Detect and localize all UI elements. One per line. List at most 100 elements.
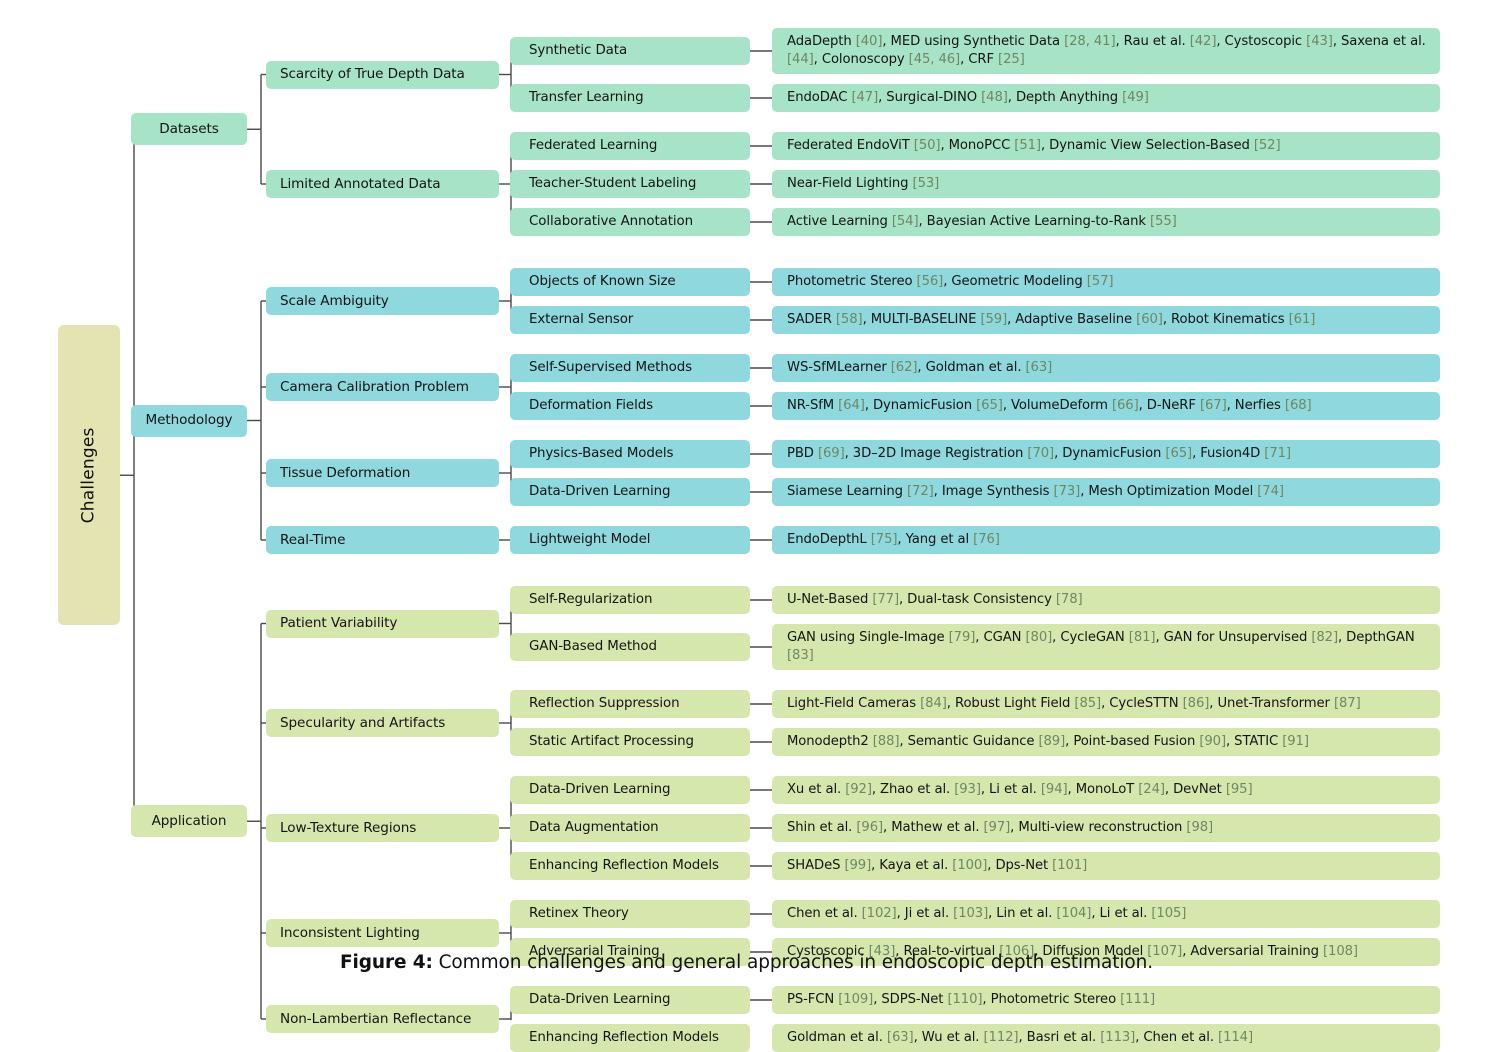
content-box[interactable]: EndoDepthL [75], Yang et al [76] xyxy=(772,526,1440,554)
citation-reference: [43] xyxy=(868,944,896,960)
citation-reference: [42] xyxy=(1189,34,1217,50)
subcategory-box[interactable]: Teacher-Student Labeling xyxy=(510,170,750,198)
category-box[interactable]: Inconsistent Lighting xyxy=(266,919,499,947)
content-text: EndoDAC [47], Surgical-DINO [48], Depth … xyxy=(787,90,1149,106)
subcategory-box[interactable]: Enhancing Reflection Models xyxy=(510,852,750,880)
content-box[interactable]: Shin et al. [96], Mathew et al. [97], Mu… xyxy=(772,814,1440,842)
content-text: Chen et al. [102], Ji et al. [103], Lin … xyxy=(787,906,1187,922)
citation-reference: [89] xyxy=(1038,734,1066,750)
category-box[interactable]: Non-Lambertian Reflectance xyxy=(266,1005,499,1033)
content-box[interactable]: EndoDAC [47], Surgical-DINO [48], Depth … xyxy=(772,84,1440,112)
subcategory-box[interactable]: Self-Supervised Methods xyxy=(510,354,750,382)
content-box[interactable]: Photometric Stereo [56], Geometric Model… xyxy=(772,268,1440,296)
subcategory-box[interactable]: Collaborative Annotation xyxy=(510,208,750,236)
citation-reference: [61] xyxy=(1288,312,1316,328)
category-box[interactable]: Camera Calibration Problem xyxy=(266,373,499,401)
subcategory-box[interactable]: Lightweight Model xyxy=(510,526,750,554)
citation-reference: [76] xyxy=(973,532,1000,548)
citation-reference: [62] xyxy=(890,360,918,376)
subcategory-box[interactable]: Data-Driven Learning xyxy=(510,986,750,1014)
content-box[interactable]: PBD [69], 3D–2D Image Registration [70],… xyxy=(772,440,1440,468)
category-box[interactable]: Limited Annotated Data xyxy=(266,170,499,198)
subcategory-box[interactable]: Static Artifact Processing xyxy=(510,728,750,756)
citation-reference: [64] xyxy=(838,398,865,414)
content-box[interactable]: WS-SfMLearner [62], Goldman et al. [63] xyxy=(772,354,1440,382)
subcategory-box[interactable]: Data-Driven Learning xyxy=(510,478,750,506)
subcategory-box[interactable]: GAN-Based Method xyxy=(510,633,750,661)
subcategory-label: Physics-Based Models xyxy=(529,446,674,462)
citation-reference: [58] xyxy=(835,312,863,328)
subcategory-box[interactable]: Physics-Based Models xyxy=(510,440,750,468)
citation-reference: [55] xyxy=(1149,214,1177,230)
content-box[interactable]: Active Learning [54], Bayesian Active Le… xyxy=(772,208,1440,236)
content-text: Federated EndoViT [50], MonoPCC [51], Dy… xyxy=(787,138,1281,154)
subcategory-label: Adversarial Training xyxy=(529,944,660,960)
content-box[interactable]: PS-FCN [109], SDPS-Net [110], Photometri… xyxy=(772,986,1440,1014)
citation-reference: [97] xyxy=(983,820,1011,836)
category-box[interactable]: Specularity and Artifacts xyxy=(266,709,499,737)
citation-reference: [43] xyxy=(1306,34,1333,50)
branch-box-application[interactable]: Application xyxy=(131,805,247,838)
citation-reference: [40] xyxy=(855,34,883,50)
category-box[interactable]: Low-Texture Regions xyxy=(266,814,499,842)
subcategory-label: Self-Regularization xyxy=(529,592,653,608)
subcategory-box[interactable]: Data-Driven Learning xyxy=(510,776,750,804)
subcategory-label: Data-Driven Learning xyxy=(529,484,671,500)
citation-reference: [103] xyxy=(953,906,989,922)
content-box[interactable]: Light-Field Cameras [84], Robust Light F… xyxy=(772,690,1440,718)
category-box[interactable]: Real-Time xyxy=(266,526,499,554)
category-box[interactable]: Tissue Deformation xyxy=(266,459,499,487)
content-box[interactable]: SHADeS [99], Kaya et al. [100], Dps-Net … xyxy=(772,852,1440,880)
citation-reference: [45, 46] xyxy=(908,52,961,67)
citation-reference: [108] xyxy=(1323,944,1358,960)
root-box[interactable]: Challenges xyxy=(58,325,120,626)
branch-box-datasets[interactable]: Datasets xyxy=(131,113,247,146)
citation-reference: [93] xyxy=(954,782,981,798)
subcategory-label: Enhancing Reflection Models xyxy=(529,858,719,874)
subcategory-box[interactable]: Enhancing Reflection Models xyxy=(510,1024,750,1052)
subcategory-box[interactable]: Data Augmentation xyxy=(510,814,750,842)
subcategory-box[interactable]: Federated Learning xyxy=(510,132,750,160)
citation-reference: [63] xyxy=(886,1030,914,1046)
citation-reference: [54] xyxy=(891,214,919,230)
category-label: Specularity and Artifacts xyxy=(280,714,446,731)
content-box[interactable]: U-Net-Based [77], Dual-task Consistency … xyxy=(772,586,1440,614)
category-box[interactable]: Patient Variability xyxy=(266,609,499,638)
citation-reference: [87] xyxy=(1333,696,1361,712)
content-box[interactable]: Goldman et al. [63], Wu et al. [112], Ba… xyxy=(772,1024,1440,1052)
content-box[interactable]: Chen et al. [102], Ji et al. [103], Lin … xyxy=(772,900,1440,928)
subcategory-box[interactable]: Objects of Known Size xyxy=(510,268,750,296)
content-text: Monodepth2 [88], Semantic Guidance [89],… xyxy=(787,734,1309,750)
citation-reference: [75] xyxy=(870,532,898,548)
citation-reference: [72] xyxy=(907,484,934,500)
subcategory-box[interactable]: Retinex Theory xyxy=(510,900,750,928)
citation-reference: [111] xyxy=(1120,992,1156,1008)
root-label: Challenges xyxy=(78,427,99,524)
content-box[interactable]: Near-Field Lighting [53] xyxy=(772,170,1440,198)
subcategory-box[interactable]: Reflection Suppression xyxy=(510,690,750,718)
subcategory-box[interactable]: Adversarial Training xyxy=(510,938,750,966)
citation-reference: [96] xyxy=(856,820,884,836)
content-text: SADER [58], MULTI-BASELINE [59], Adaptiv… xyxy=(787,312,1316,328)
content-box[interactable]: Federated EndoViT [50], MonoPCC [51], Dy… xyxy=(772,132,1440,160)
category-box[interactable]: Scale Ambiguity xyxy=(266,287,499,315)
content-box[interactable]: Cystoscopic [43], Real-to-virtual [106],… xyxy=(772,938,1440,966)
citation-reference: [83] xyxy=(787,648,814,663)
content-box[interactable]: Monodepth2 [88], Semantic Guidance [89],… xyxy=(772,728,1440,756)
subcategory-box[interactable]: Transfer Learning xyxy=(510,84,750,112)
subcategory-box[interactable]: Deformation Fields xyxy=(510,392,750,420)
branch-box-methodology[interactable]: Methodology xyxy=(131,404,247,437)
content-box[interactable]: AdaDepth [40], MED using Synthetic Data … xyxy=(772,28,1440,74)
citation-reference: [99] xyxy=(844,858,872,874)
content-box[interactable]: Siamese Learning [72], Image Synthesis [… xyxy=(772,478,1440,506)
content-box[interactable]: GAN using Single-Image [79], CGAN [80], … xyxy=(772,624,1440,670)
citation-reference: [73] xyxy=(1053,484,1081,500)
citation-reference: [65] xyxy=(1165,446,1193,462)
category-box[interactable]: Scarcity of True Depth Data xyxy=(266,60,499,89)
subcategory-box[interactable]: Synthetic Data xyxy=(510,37,750,65)
content-box[interactable]: Xu et al. [92], Zhao et al. [93], Li et … xyxy=(772,776,1440,804)
content-box[interactable]: NR-SfM [64], DynamicFusion [65], VolumeD… xyxy=(772,392,1440,420)
content-box[interactable]: SADER [58], MULTI-BASELINE [59], Adaptiv… xyxy=(772,306,1440,334)
subcategory-box[interactable]: External Sensor xyxy=(510,306,750,334)
subcategory-box[interactable]: Self-Regularization xyxy=(510,586,750,614)
